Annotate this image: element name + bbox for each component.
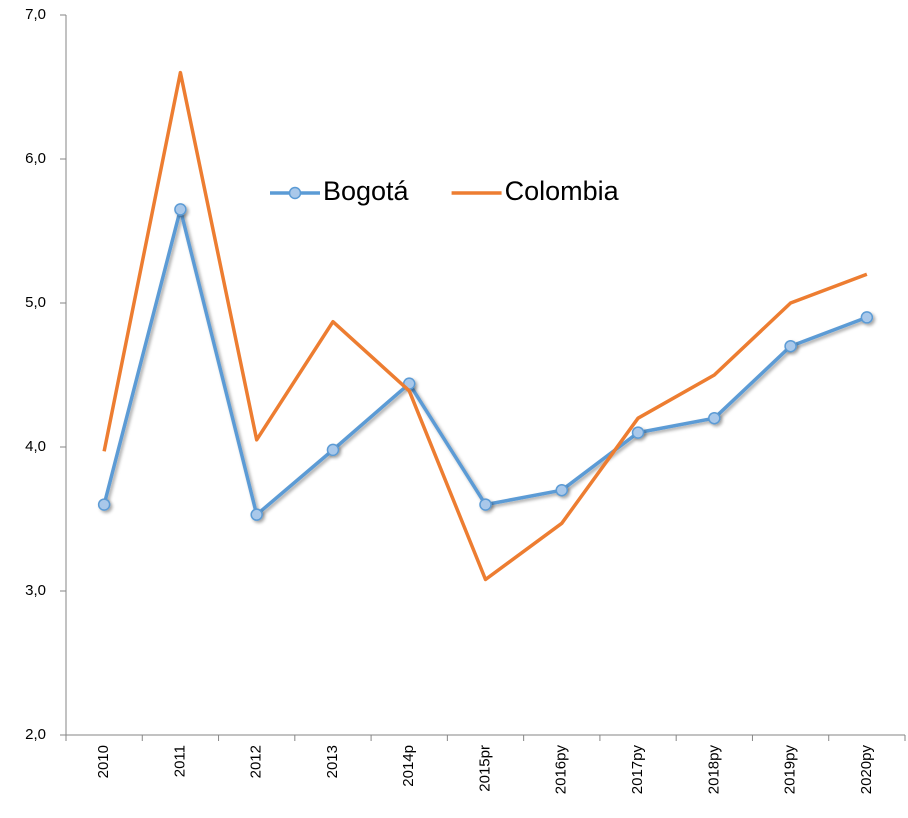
y-tick-label: 6,0 xyxy=(25,150,46,167)
x-tick-label: 2014p xyxy=(400,745,417,787)
y-tick-label: 2,0 xyxy=(25,726,46,743)
x-tick-label: 2019py xyxy=(782,745,799,795)
point-marker xyxy=(479,498,492,511)
x-tick-label: 2018py xyxy=(705,745,722,795)
legend-marker xyxy=(288,186,302,200)
point-marker xyxy=(326,443,340,457)
x-tick-label: 2012 xyxy=(248,745,265,778)
y-tick-label: 4,0 xyxy=(25,438,46,455)
point-marker xyxy=(174,203,187,216)
legend-label: Colombia xyxy=(505,176,620,206)
y-tick-label: 5,0 xyxy=(25,294,46,311)
y-tick-label: 3,0 xyxy=(25,582,46,599)
x-tick-label: 2010 xyxy=(95,745,112,778)
point-marker xyxy=(97,498,111,511)
x-tick-label: 2013 xyxy=(324,745,341,778)
x-tick-label: 2016py xyxy=(553,745,570,795)
x-tick-label: 2020py xyxy=(858,745,875,795)
x-tick-label: 2015pr xyxy=(476,745,493,792)
point-marker xyxy=(860,311,874,324)
x-tick-label: 2017py xyxy=(629,745,646,795)
y-tick-label: 7,0 xyxy=(25,6,46,23)
legend-label: Bogotá xyxy=(323,176,410,206)
point-marker xyxy=(250,508,263,521)
point-marker xyxy=(708,411,721,425)
x-tick-label: 2011 xyxy=(171,745,188,777)
point-marker xyxy=(555,483,569,497)
point-marker xyxy=(784,339,797,353)
series-line xyxy=(102,70,868,582)
point-marker xyxy=(631,426,645,439)
